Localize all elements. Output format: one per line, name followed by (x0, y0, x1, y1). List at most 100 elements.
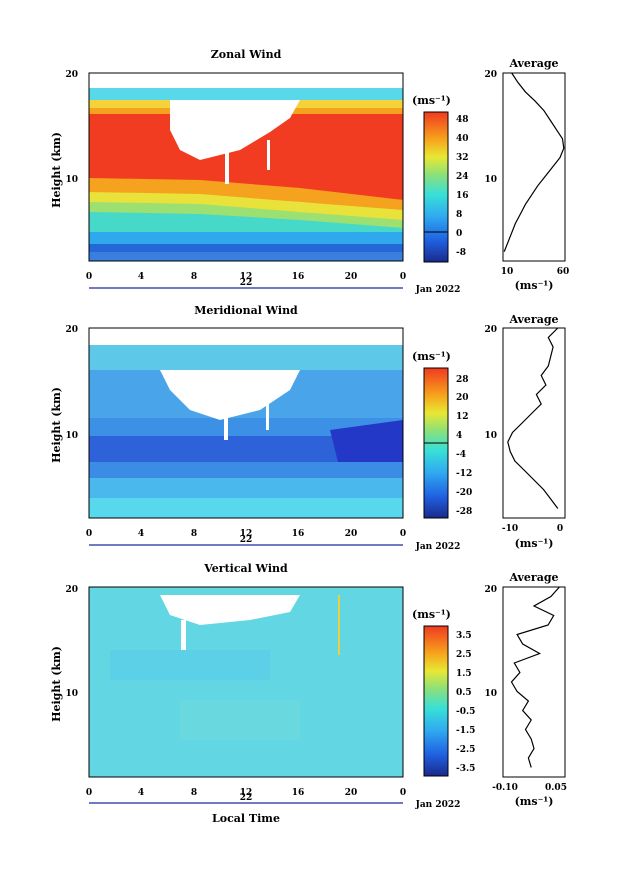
vertical-xtick: 16 (292, 788, 305, 798)
zonal-month-label: Jan 2022 (415, 285, 461, 295)
zonal-cbar-tick: 48 (456, 115, 469, 125)
zonal-date-label: 22 (240, 278, 253, 288)
zonal-xtick: 0 (400, 272, 406, 282)
meridional-xtick: 16 (292, 529, 305, 539)
zonal-profile: Average 20 10 10 60 (ms⁻¹) (484, 57, 569, 292)
meridional-profile: Average 20 10 -10 0 (ms⁻¹) (484, 313, 566, 550)
vertical-axes: 20 10 Height (km) 0 4 8 12 16 20 0 22 Ja… (50, 585, 460, 825)
meridional-profile-title: Average (508, 313, 558, 326)
zonal-ylabel: Height (km) (50, 132, 63, 208)
panel-vertical: Vertical Wind 20 10 Height (km) 0 4 8 12… (50, 562, 567, 825)
meridional-profile-ytick-20: 20 (484, 325, 497, 335)
meridional-cbar-tick: -28 (456, 507, 472, 517)
zonal-cbar-tick: 8 (456, 210, 462, 220)
vertical-xtick: 12 (240, 788, 253, 798)
vertical-cbar-tick: -3.5 (456, 764, 475, 774)
zonal-cbar-tick: 16 (456, 191, 469, 201)
vertical-xtick: 0 (400, 788, 406, 798)
vertical-cbar-tick: -2.5 (456, 745, 475, 755)
zonal-cbar-tick: 32 (456, 153, 469, 163)
vertical-colorbar-unit: (ms⁻¹) (412, 608, 451, 621)
zonal-xtick-labels: 0 4 8 12 16 20 0 (86, 272, 406, 282)
meridional-cbar-tick: 28 (456, 375, 469, 385)
zonal-xtick: 8 (191, 272, 197, 282)
meridional-xtick: 20 (345, 529, 358, 539)
meridional-profile-xlabel: (ms⁻¹) (515, 537, 554, 550)
meridional-ytick-20: 20 (65, 325, 78, 335)
meridional-profile-ytick-10: 10 (484, 431, 497, 441)
vertical-profile-line (510, 586, 560, 768)
vertical-profile-xlabel: (ms⁻¹) (515, 795, 554, 808)
vertical-profile: Average 20 10 -0.10 0.05 (ms⁻¹) (484, 571, 566, 808)
meridional-axes: 20 10 Height (km) 0 4 8 12 16 20 0 22 Ja… (50, 325, 460, 552)
vertical-date-label: 22 (240, 793, 253, 803)
vertical-title: Vertical Wind (203, 562, 288, 575)
zonal-colorbar-unit: (ms⁻¹) (412, 94, 451, 107)
meridional-xtick: 8 (191, 529, 197, 539)
meridional-cbar-tick: 20 (456, 393, 469, 403)
vertical-xtick: 20 (345, 788, 358, 798)
meridional-colorbar: (ms⁻¹) 28 20 12 4 -4 -12 -20 -28 (412, 350, 472, 519)
meridional-profile-xtick: -10 (502, 524, 518, 534)
vertical-colorbar: (ms⁻¹) 3.5 2.5 1.5 0.5 -0.5 -1.5 -2.5 -3… (412, 608, 475, 777)
vertical-ytick-10: 10 (65, 689, 78, 699)
vertical-xtick: 8 (191, 788, 197, 798)
panel-meridional: Meridional Wind 20 10 Height (km) 0 4 8 … (50, 304, 566, 552)
meridional-cbar-tick: 12 (456, 412, 469, 422)
zonal-xtick: 4 (138, 272, 144, 282)
zonal-ytick-20: 20 (65, 70, 78, 80)
zonal-xtick: 20 (345, 272, 358, 282)
panel-zonal: Zonal Wind 20 10 Height (km) (50, 48, 569, 295)
vertical-xtick: 0 (86, 788, 92, 798)
meridional-xtick: 12 (240, 529, 253, 539)
zonal-xtick: 16 (292, 272, 305, 282)
vertical-cbar-tick: 1.5 (456, 669, 472, 679)
zonal-profile-ytick-20: 20 (484, 70, 497, 80)
zonal-axes: 20 10 Height (km) 0 4 8 12 16 20 0 22 Ja… (50, 70, 460, 295)
meridional-cbar-tick: -4 (456, 450, 466, 460)
meridional-xtick: 4 (138, 529, 144, 539)
zonal-cbar-tick: 0 (456, 229, 462, 239)
vertical-ytick-20: 20 (65, 585, 78, 595)
vertical-heatmap (89, 587, 403, 777)
zonal-cbar-tick: 40 (456, 134, 469, 144)
vertical-ylabel: Height (km) (50, 646, 63, 722)
vertical-cbar-tick: 3.5 (456, 631, 472, 641)
vertical-profile-ytick-10: 10 (484, 689, 497, 699)
meridional-xtick: 0 (400, 529, 406, 539)
meridional-date-label: 22 (240, 535, 253, 545)
zonal-cbar-tick: -8 (456, 248, 466, 258)
meridional-title: Meridional Wind (194, 304, 298, 317)
vertical-profile-xtick: -0.10 (492, 783, 518, 793)
zonal-title: Zonal Wind (211, 48, 282, 61)
zonal-profile-xtick: 10 (501, 267, 514, 277)
meridional-cbar-tick: 4 (456, 431, 462, 441)
vertical-cbar-tick: -0.5 (456, 707, 475, 717)
meridional-cbar-tick: -12 (456, 469, 472, 479)
zonal-xtick: 12 (240, 272, 253, 282)
vertical-xtick: 4 (138, 788, 144, 798)
zonal-cbar-tick: 24 (456, 172, 469, 182)
meridional-xtick: 0 (86, 529, 92, 539)
zonal-colorbar: (ms⁻¹) 48 40 32 24 16 8 0 -8 (412, 94, 469, 263)
zonal-profile-ytick-10: 10 (484, 175, 497, 185)
meridional-ylabel: Height (km) (50, 387, 63, 463)
vertical-cbar-tick: 0.5 (456, 688, 472, 698)
meridional-month-label: Jan 2022 (415, 542, 461, 552)
vertical-profile-xtick: 0.05 (545, 783, 567, 793)
zonal-ytick-10: 10 (65, 175, 78, 185)
vertical-profile-title: Average (508, 571, 558, 584)
meridional-ytick-10: 10 (65, 431, 78, 441)
vertical-profile-ytick-20: 20 (484, 585, 497, 595)
meridional-profile-line (507, 327, 559, 509)
zonal-profile-line (503, 72, 565, 252)
vertical-xlabel: Local Time (212, 812, 280, 825)
meridional-heatmap (89, 328, 403, 518)
meridional-cbar-tick: -20 (456, 488, 472, 498)
zonal-profile-xtick: 60 (557, 267, 570, 277)
zonal-xtick: 0 (86, 272, 92, 282)
vertical-month-label: Jan 2022 (415, 800, 461, 810)
zonal-heatmap (89, 73, 403, 261)
zonal-profile-xlabel: (ms⁻¹) (515, 279, 554, 292)
